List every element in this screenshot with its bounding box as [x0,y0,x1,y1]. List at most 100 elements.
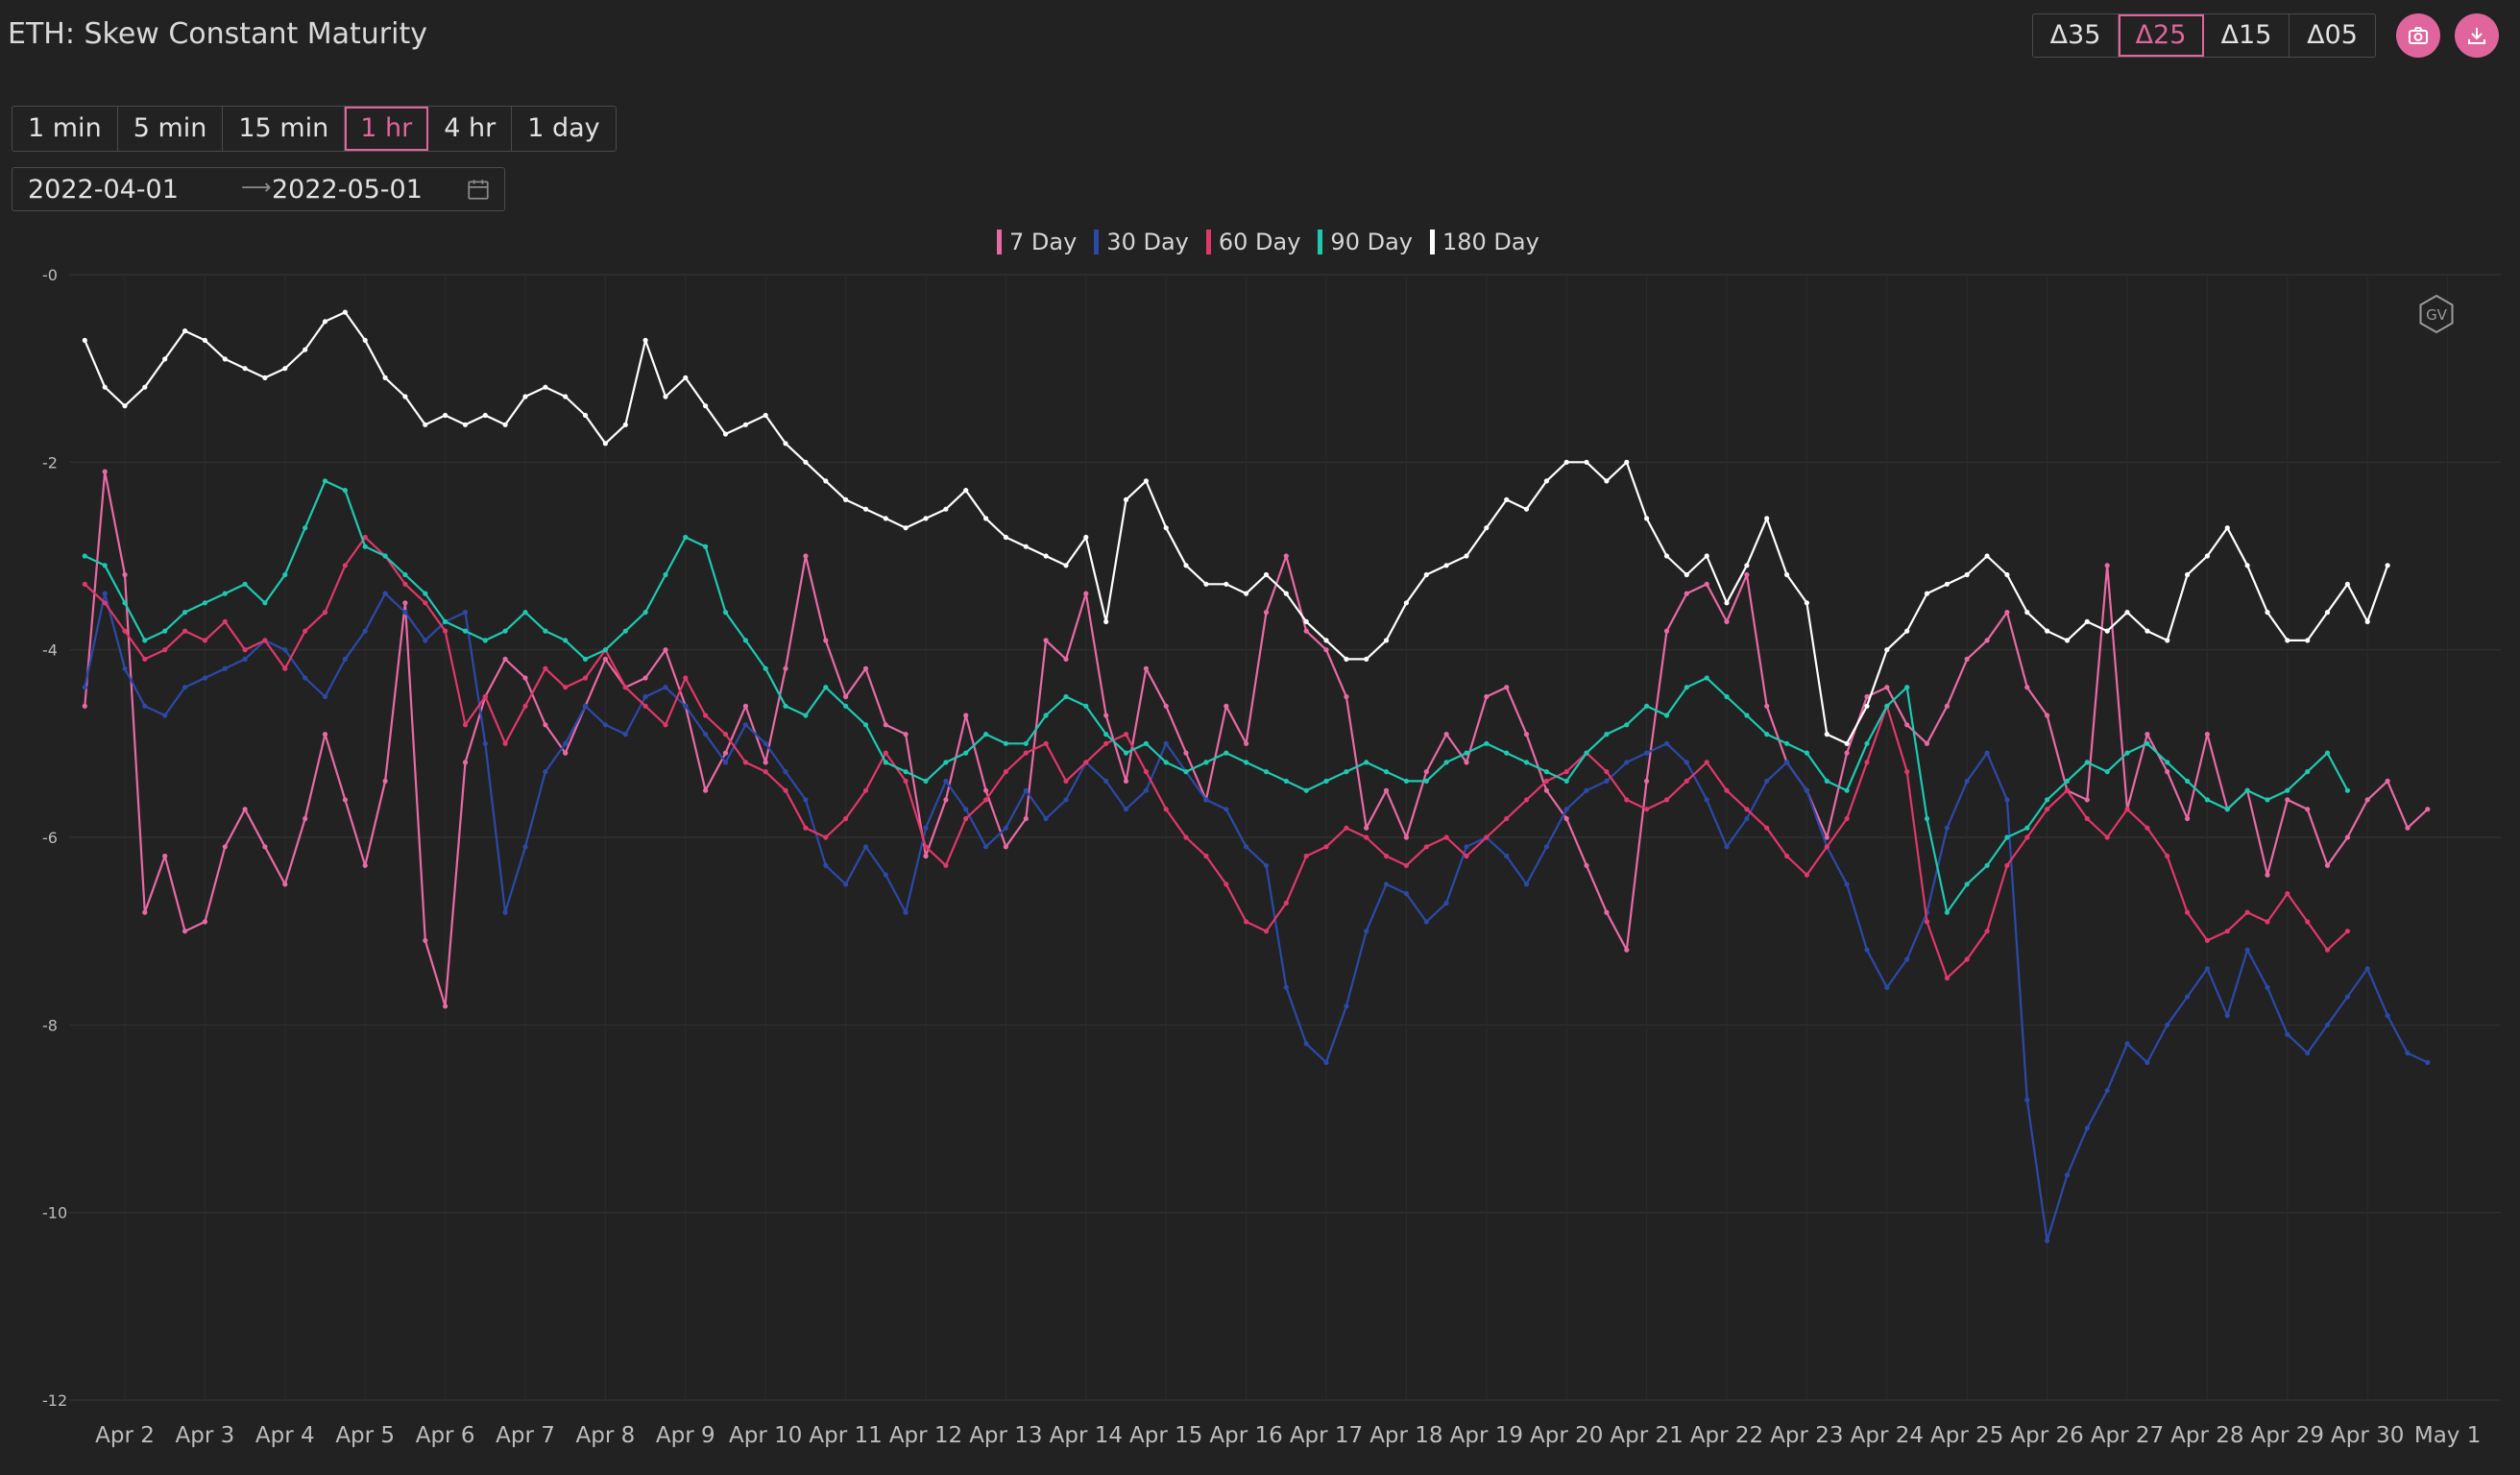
data-point [1344,693,1349,700]
series-180-day[interactable] [82,309,2390,746]
data-point [1504,750,1510,756]
data-point [1724,787,1730,793]
data-point [322,319,328,325]
data-point [2024,685,2030,690]
timeframe-5min-button[interactable]: 5 min [118,107,224,151]
data-point [502,422,508,427]
data-point [342,797,348,803]
x-tick-label: Apr 13 [969,1423,1042,1448]
data-point [443,1003,448,1009]
data-point [522,610,528,616]
data-point [1584,750,1589,756]
series-7-day[interactable] [82,469,2431,1009]
data-point [402,394,408,399]
data-point [242,656,248,663]
data-point [963,750,969,756]
data-point [1043,713,1049,718]
data-point [943,778,949,785]
screenshot-button[interactable] [2396,13,2440,58]
data-point [622,422,628,427]
data-point [1003,740,1008,746]
x-tick-label: Apr 5 [335,1423,395,1448]
x-tick-label: Apr 27 [2091,1423,2164,1448]
data-point [1323,778,1329,785]
series-30-day[interactable] [82,591,2431,1244]
legend-item-30day[interactable]: 30 Day [1094,229,1189,255]
delta-35-button[interactable]: Δ35 [2033,14,2119,57]
data-point [2084,760,2090,765]
data-point [963,807,969,812]
data-point [1224,882,1229,887]
data-point [823,478,829,484]
data-point [2124,610,2130,616]
data-point [1423,844,1429,850]
page-title: ETH: Skew Constant Maturity [8,17,427,51]
watermark-logo: GV [2419,294,2454,334]
data-point [1523,797,1530,803]
timeframe-4hr-button[interactable]: 4 hr [428,107,513,151]
data-point [1804,872,1809,878]
data-point [642,337,648,343]
data-point [202,638,207,643]
data-point [1063,656,1069,663]
timeframe-15min-button[interactable]: 15 min [223,107,346,151]
data-point [2185,815,2191,822]
delta-25-button[interactable]: Δ25 [2119,14,2204,57]
legend-item-7day[interactable]: 7 Day [997,229,1077,255]
data-point [1344,769,1349,775]
data-point [1604,769,1610,775]
start-date-field[interactable]: 2022-04-01 [28,175,179,205]
data-point [1464,750,1469,756]
data-point [1504,685,1510,690]
delta-15-button[interactable]: Δ15 [2204,14,2290,57]
data-point [1924,815,1930,822]
data-point [803,553,809,559]
timeframe-1min-button[interactable]: 1 min [12,107,118,151]
data-point [563,638,569,643]
download-button[interactable] [2455,13,2499,58]
data-point [2305,807,2311,812]
data-point [162,647,168,653]
delta-selector: Δ35 Δ25 Δ15 Δ05 [2032,13,2376,58]
data-point [543,722,548,728]
chart-axes: -0 -2 -4 -6 -8 -10 -12 Apr 2 Apr 3 Apr 4 Apr 5 Apr … [42,266,2481,1448]
data-point [543,665,548,671]
data-point [722,610,729,616]
calendar-icon[interactable] [466,177,491,202]
series-90-day[interactable] [82,478,2350,915]
data-point [1864,703,1870,709]
data-point [1023,787,1029,793]
data-point [262,600,268,606]
data-point [683,703,689,709]
legend-item-180day[interactable]: 180 Day [1429,229,1539,255]
legend-item-60day[interactable]: 60 Day [1205,229,1300,255]
data-point [2285,891,2290,897]
legend-item-90day[interactable]: 90 Day [1318,229,1413,255]
data-point [2064,638,2071,643]
data-point [2185,571,2191,578]
data-point [2165,1022,2170,1028]
data-point [943,862,949,868]
data-point [1423,571,1429,578]
date-range-picker[interactable]: 2022-04-01 ⟶ 2022-05-01 [12,167,505,211]
x-tick-label: Apr 9 [656,1423,715,1448]
timeframe-1day-button[interactable]: 1 day [527,113,600,143]
data-point [2084,815,2090,822]
data-point [162,713,168,718]
data-point [1523,732,1530,738]
data-point [763,665,768,671]
data-point [663,571,668,578]
data-point [563,750,569,756]
delta-05-button[interactable]: Δ05 [2307,20,2358,50]
x-tick-label: Apr 14 [1050,1423,1123,1448]
data-point [823,862,829,868]
data-point [482,638,488,643]
timeframe-1hr-button[interactable]: 1 hr [345,107,429,151]
data-point [722,750,729,756]
end-date-field[interactable]: 2022-05-01 [272,175,423,205]
data-point [2045,628,2050,634]
data-point [1203,581,1209,587]
data-point [1523,882,1530,887]
data-point [1824,844,1829,850]
